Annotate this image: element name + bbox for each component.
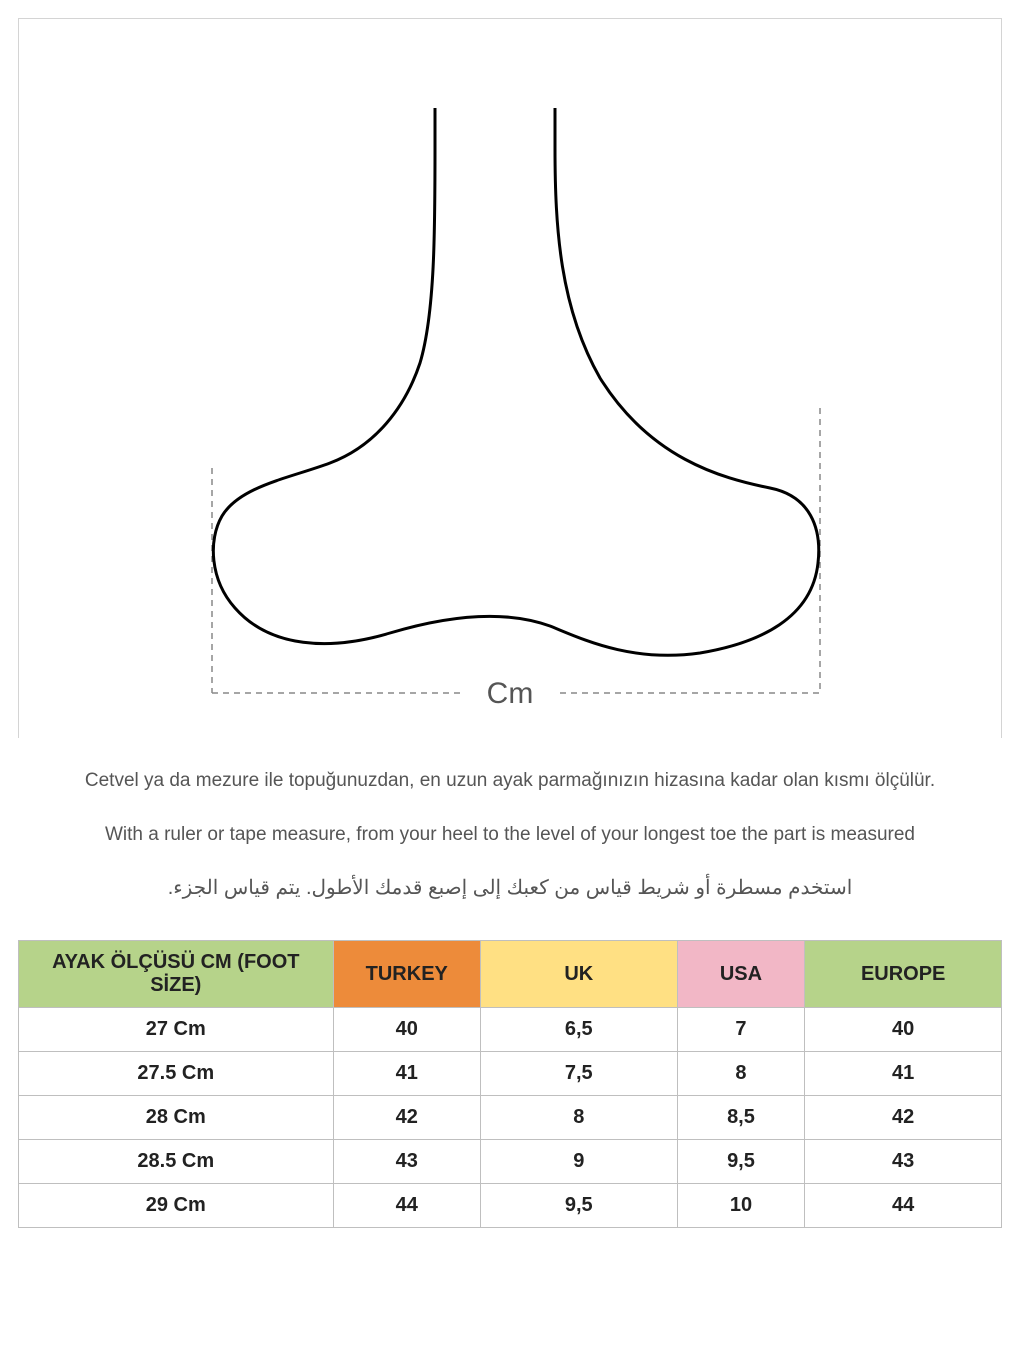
table-cell: 40: [333, 1008, 480, 1052]
col-header-europe: EUROPE: [805, 941, 1002, 1008]
table-cell: 8: [677, 1052, 805, 1096]
foot-outline-path: [213, 108, 818, 655]
table-cell: 44: [333, 1184, 480, 1228]
table-cell: 9,5: [480, 1184, 677, 1228]
table-cell: 27.5 Cm: [19, 1052, 334, 1096]
table-cell: 43: [805, 1140, 1002, 1184]
size-table-header-row: AYAK ÖLÇÜSÜ CM (FOOT SİZE) TURKEY UK USA…: [19, 941, 1002, 1008]
table-cell: 8,5: [677, 1096, 805, 1140]
foot-outline-svg: Cm: [160, 108, 860, 728]
foot-diagram-area: Cm: [18, 18, 1002, 738]
table-cell: 7: [677, 1008, 805, 1052]
table-row: 27.5 Cm417,5841: [19, 1052, 1002, 1096]
table-cell: 10: [677, 1184, 805, 1228]
table-cell: 7,5: [480, 1052, 677, 1096]
table-cell: 28 Cm: [19, 1096, 334, 1140]
col-header-footsize: AYAK ÖLÇÜSÜ CM (FOOT SİZE): [19, 941, 334, 1008]
col-header-usa: USA: [677, 941, 805, 1008]
table-cell: 41: [805, 1052, 1002, 1096]
table-row: 27 Cm406,5740: [19, 1008, 1002, 1052]
table-cell: 28.5 Cm: [19, 1140, 334, 1184]
table-cell: 27 Cm: [19, 1008, 334, 1052]
table-row: 28.5 Cm4399,543: [19, 1140, 1002, 1184]
table-cell: 9,5: [677, 1140, 805, 1184]
table-cell: 41: [333, 1052, 480, 1096]
cm-label: Cm: [487, 677, 534, 710]
page-root: Cm Cetvel ya da mezure ile topuğunuzdan,…: [0, 0, 1020, 1228]
table-cell: 29 Cm: [19, 1184, 334, 1228]
table-cell: 42: [333, 1096, 480, 1140]
table-cell: 8: [480, 1096, 677, 1140]
size-table: AYAK ÖLÇÜSÜ CM (FOOT SİZE) TURKEY UK USA…: [18, 940, 1002, 1228]
table-cell: 42: [805, 1096, 1002, 1140]
instructions-block: Cetvel ya da mezure ile topuğunuzdan, en…: [18, 738, 1002, 940]
table-cell: 43: [333, 1140, 480, 1184]
measure-bracket: [212, 408, 820, 693]
instruction-english: With a ruler or tape measure, from your …: [58, 822, 962, 848]
instruction-turkish: Cetvel ya da mezure ile topuğunuzdan, en…: [58, 768, 962, 794]
col-header-uk: UK: [480, 941, 677, 1008]
table-cell: 44: [805, 1184, 1002, 1228]
table-cell: 40: [805, 1008, 1002, 1052]
instruction-arabic: استخدم مسطرة أو شريط قياس من كعبك إلى إص…: [58, 875, 962, 902]
table-row: 28 Cm4288,542: [19, 1096, 1002, 1140]
table-row: 29 Cm449,51044: [19, 1184, 1002, 1228]
table-cell: 6,5: [480, 1008, 677, 1052]
col-header-turkey: TURKEY: [333, 941, 480, 1008]
table-cell: 9: [480, 1140, 677, 1184]
